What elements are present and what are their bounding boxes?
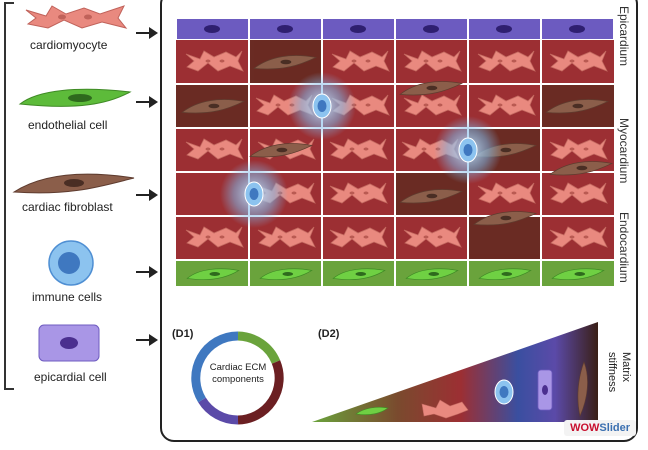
fibroblast-legend-icon bbox=[12, 173, 135, 194]
cardiomyocyte-label: cardiomyocyte bbox=[30, 38, 108, 52]
epicardium-label: Epicardium bbox=[617, 6, 631, 67]
immune-label: immune cells bbox=[32, 290, 103, 304]
epicardial-cell-legend-icon bbox=[38, 324, 100, 362]
arrow-to-fibroblast-row bbox=[136, 189, 158, 201]
fibroblast-label: cardiac fibroblast bbox=[22, 200, 113, 214]
ecm-ring-text: Cardiac ECM components bbox=[209, 362, 267, 385]
endothelial-legend-icon bbox=[18, 88, 132, 107]
arrow-to-d1 bbox=[136, 334, 158, 346]
matrix-stiffness-wedge bbox=[312, 322, 598, 422]
ecm-components-ring bbox=[191, 331, 284, 425]
arrow-to-endocardium bbox=[136, 266, 158, 278]
heart-wall-tissue bbox=[176, 18, 614, 286]
epicardial-label: epicardial cell bbox=[34, 370, 107, 384]
main-panel bbox=[160, 0, 638, 442]
legend-bracket bbox=[4, 2, 14, 390]
cardiomyocyte-legend-icon bbox=[25, 5, 128, 29]
matrix-stiffness-label: Matrix stiffness bbox=[606, 352, 632, 393]
endocardium-label: Endocardium bbox=[617, 212, 631, 283]
arrow-to-epicardium bbox=[136, 27, 158, 39]
panel-d2-tag: (D2) bbox=[318, 328, 340, 340]
endothelial-label: endothelial cell bbox=[28, 118, 108, 132]
immune-cell-legend-icon bbox=[48, 240, 94, 286]
wowslider-watermark: WOWSlider bbox=[564, 420, 636, 436]
panel-d1-tag: (D1) bbox=[172, 328, 194, 340]
arrow-to-endothelial-row bbox=[136, 96, 158, 108]
myocardium-label: Myocardium bbox=[617, 118, 631, 184]
